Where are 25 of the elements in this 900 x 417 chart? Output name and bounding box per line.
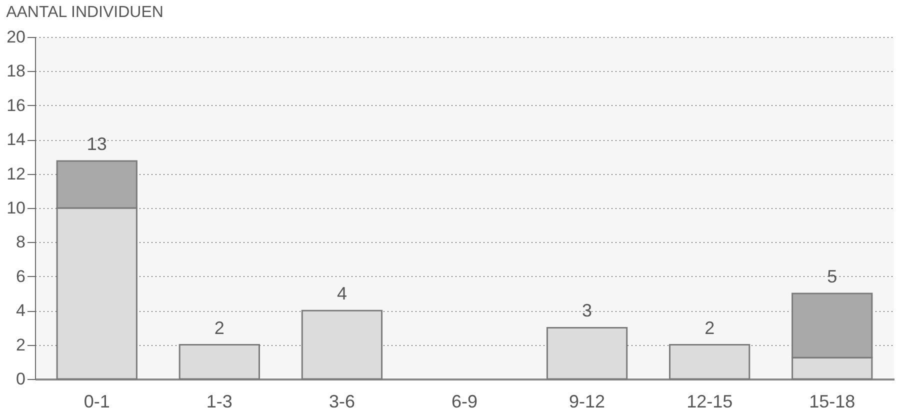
x-tick-label: 1-3 [206, 392, 232, 412]
y-tick-label: 0 [16, 370, 26, 388]
total-label: 2 [704, 318, 715, 338]
total-label: 13 [86, 134, 107, 154]
y-tick-label: 10 [6, 198, 26, 218]
y-tick-label: 8 [16, 232, 26, 252]
total-label: 5 [827, 266, 838, 286]
x-tick-label: 0-1 [84, 392, 110, 412]
x-tick-label: 9-12 [569, 392, 606, 412]
total-label: 4 [336, 284, 347, 304]
y-tick-label: 6 [16, 266, 26, 286]
y-tick-label: 4 [16, 301, 26, 320]
x-tick-label: 3-6 [328, 392, 355, 412]
y-tick-label: 12 [6, 164, 26, 184]
x-tick-label: 6-9 [451, 392, 478, 412]
y-tick-label: 16 [6, 96, 26, 115]
y-tick-label: 14 [6, 130, 26, 150]
total-label: 2 [214, 318, 224, 338]
x-tick-label: 15-18 [809, 392, 856, 412]
chart-title: AANTAL INDIVIDUEN [6, 4, 164, 21]
y-tick-label: 18 [6, 62, 26, 81]
x-tick-label: 12-15 [686, 392, 733, 412]
y-tick-label: 20 [6, 28, 26, 46]
total-label: 3 [582, 300, 592, 321]
y-tick-label: 2 [16, 335, 26, 354]
